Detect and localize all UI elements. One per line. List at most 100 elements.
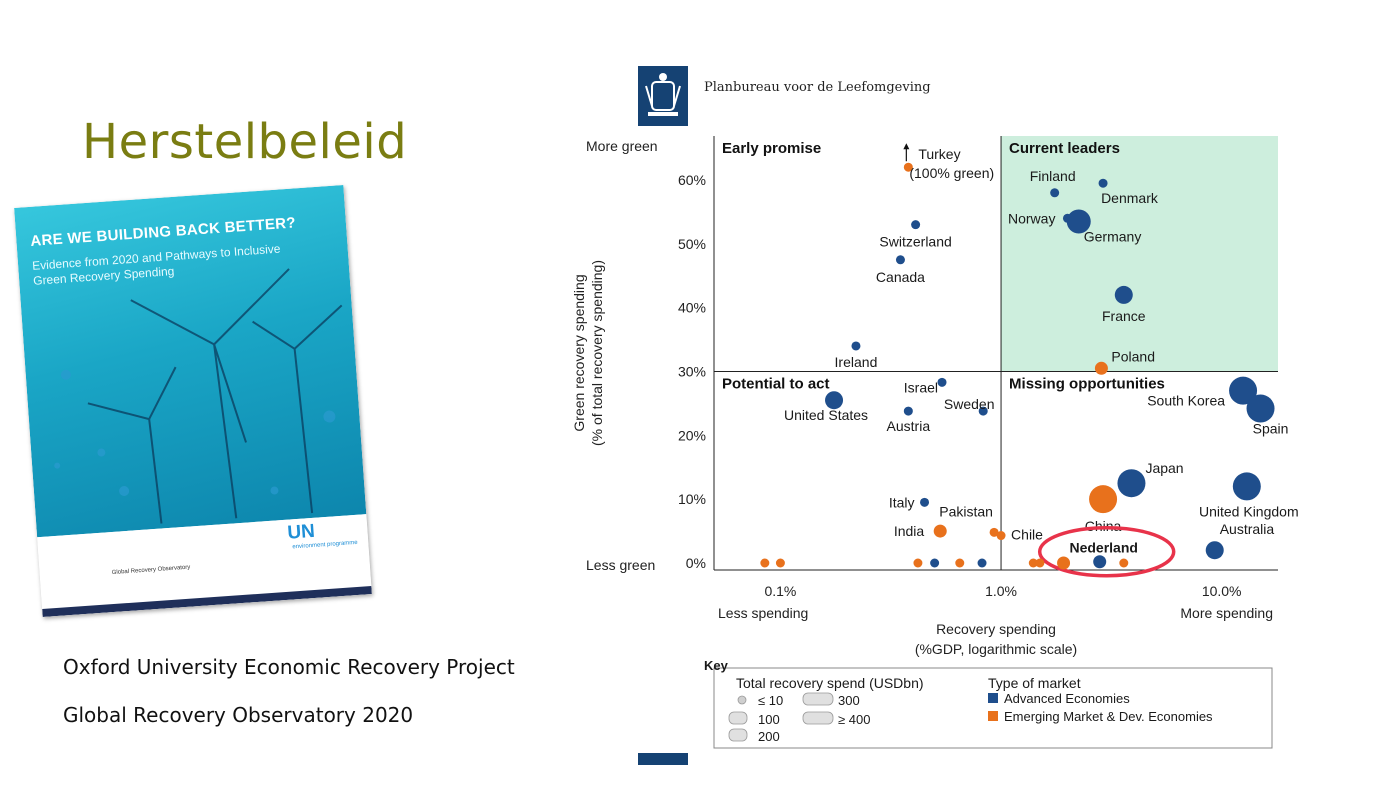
point-e2	[775, 558, 785, 568]
key-size-swatch	[802, 711, 834, 725]
y-tick-label: 10%	[678, 491, 706, 507]
crest-icon	[645, 73, 681, 116]
point-e6	[1035, 558, 1045, 568]
point-label: France	[1102, 308, 1146, 324]
pbl-emblem-icon	[638, 66, 688, 126]
key-size-label: ≤ 10	[758, 693, 783, 708]
quadrant-label-missing-opportunities: Missing opportunities	[1009, 376, 1165, 393]
point-switzerland	[911, 220, 921, 230]
point-e7	[1057, 556, 1071, 570]
un-logo: UN	[286, 520, 316, 544]
point-label: Poland	[1111, 348, 1155, 364]
point-label: Denmark	[1101, 190, 1159, 206]
quadrant-label-potential-to-act: Potential to act	[722, 376, 830, 393]
point-label: Israel	[904, 379, 938, 395]
point-e1	[760, 558, 770, 568]
point-label: United Kingdom	[1199, 503, 1299, 519]
key-size-swatch	[802, 692, 834, 706]
point-label: Turkey	[918, 146, 960, 162]
point-austria	[903, 406, 913, 416]
y-tick-label: 0%	[686, 555, 706, 571]
point-label: Australia	[1220, 521, 1275, 537]
point-france	[1114, 285, 1133, 304]
y-axis-title: Green recovery spending	[571, 274, 587, 431]
chart-key: Key Total recovery spend (USDbn) Type of…	[704, 658, 1273, 749]
recovery-scatter-chart: 0% 10% 20% 30% 40% 50% 60% 0.1% 1.0% 10.0% Early …	[571, 136, 1299, 749]
x-tick-label: 1.0%	[985, 583, 1017, 599]
point-chile	[996, 531, 1006, 541]
x-axis-title: Recovery spending	[936, 621, 1056, 637]
point-japan	[1117, 469, 1146, 498]
point-label: Austria	[887, 418, 931, 434]
key-type-swatch	[988, 711, 998, 721]
x-axis-subtitle: (%GDP, logarithmic scale)	[915, 641, 1077, 657]
point-nederland	[1093, 555, 1107, 569]
point-australia	[1205, 541, 1224, 560]
point-label: Italy	[889, 494, 915, 510]
key-size-title: Total recovery spend (USDbn)	[736, 675, 924, 691]
key-type-title: Type of market	[988, 675, 1081, 691]
footer-stub	[638, 753, 688, 765]
point-e5	[1028, 558, 1038, 568]
point-label: Pakistan	[939, 503, 993, 519]
point-label-sub: (100% green)	[909, 165, 994, 181]
point-label: South Korea	[1147, 393, 1225, 409]
point-israel	[937, 377, 947, 387]
point-label: Germany	[1084, 228, 1142, 244]
point-a2	[977, 558, 987, 568]
point-south-korea	[1229, 376, 1258, 405]
y-end-label-bottom: Less green	[586, 557, 655, 573]
source-line-1: Oxford University Economic Recovery Proj…	[63, 655, 515, 679]
point-label: Nederland	[1069, 540, 1137, 556]
point-spain	[1246, 394, 1275, 423]
y-tick-label: 30%	[678, 364, 706, 380]
key-size-label: 200	[758, 729, 780, 744]
key-type-label: Advanced Economies	[1004, 691, 1130, 706]
y-end-label-top: More green	[586, 138, 658, 154]
point-a1	[930, 558, 940, 568]
y-tick-label: 60%	[678, 172, 706, 188]
organization-name: Planbureau voor de Leefomgeving	[704, 80, 931, 95]
key-size-swatch	[728, 711, 748, 725]
point-e3	[913, 558, 923, 568]
cover-image: ARE WE BUILDING BACK BETTER? Evidence fr…	[14, 184, 367, 538]
x-end-label-right: More spending	[1180, 605, 1273, 621]
x-end-label-left: Less spending	[718, 605, 808, 621]
point-label: Finland	[1030, 168, 1076, 184]
y-tick-label: 20%	[678, 427, 706, 443]
key-size-swatch	[728, 728, 748, 742]
key-type-swatch	[988, 693, 998, 703]
point-finland	[1050, 188, 1060, 198]
key-title: Key	[704, 658, 729, 673]
slide-title: Herstelbeleid	[82, 114, 408, 170]
key-box	[713, 667, 1273, 749]
point-germany	[1066, 209, 1091, 234]
key-size-swatch	[737, 695, 747, 705]
point-label: Sweden	[944, 396, 995, 412]
key-size-label: ≥ 400	[838, 712, 870, 727]
point-label: Canada	[876, 269, 925, 285]
point-label: Switzerland	[879, 234, 951, 250]
point-ireland	[851, 341, 861, 351]
y-axis-subtitle: (% of total recovery spending)	[589, 260, 605, 446]
point-china	[1089, 485, 1118, 514]
quadrant-label-current-leaders: Current leaders	[1009, 140, 1120, 157]
point-label: Japan	[1145, 460, 1183, 476]
highlight-circle	[1037, 525, 1176, 578]
point-e8	[1119, 558, 1129, 568]
point-label: Spain	[1253, 421, 1289, 437]
y-tick-label: 40%	[678, 300, 706, 316]
current-leaders-background	[1001, 136, 1278, 372]
point-poland	[1094, 361, 1108, 375]
point-turkey	[903, 162, 913, 172]
point-united-states	[825, 391, 844, 410]
key-type-label: Emerging Market & Dev. Economies	[1004, 709, 1213, 724]
arrow-head-icon	[903, 143, 910, 150]
point-label: Ireland	[835, 354, 878, 370]
point-india	[933, 524, 947, 538]
point-label: Norway	[1008, 210, 1055, 226]
wind-turbine-illustration	[54, 268, 343, 524]
point-label: United States	[784, 407, 868, 423]
key-size-label: 300	[838, 693, 860, 708]
report-cover: ARE WE BUILDING BACK BETTER? Evidence fr…	[14, 184, 372, 618]
